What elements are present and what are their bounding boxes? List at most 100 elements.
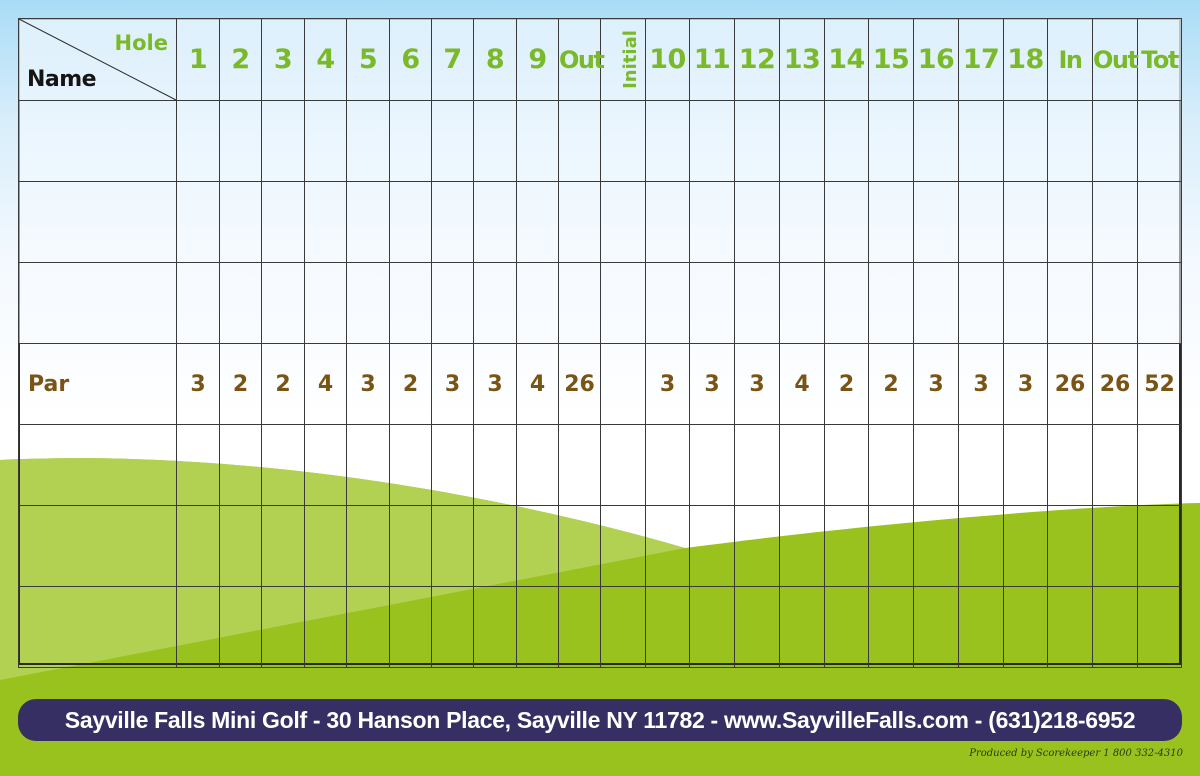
score-cell[interactable]	[600, 586, 646, 668]
score-cell[interactable]	[1137, 100, 1182, 182]
player-name-cell[interactable]	[18, 424, 177, 506]
score-cell[interactable]	[176, 100, 220, 182]
score-cell[interactable]	[1047, 505, 1093, 587]
score-cell[interactable]	[1092, 181, 1138, 263]
score-cell[interactable]	[1003, 586, 1048, 668]
score-cell[interactable]	[431, 181, 474, 263]
score-cell[interactable]	[600, 181, 646, 263]
player-name-cell[interactable]	[18, 262, 177, 344]
score-cell[interactable]	[1003, 181, 1048, 263]
score-cell[interactable]	[176, 262, 220, 344]
score-cell[interactable]	[734, 424, 780, 506]
score-cell[interactable]	[1092, 424, 1138, 506]
score-cell[interactable]	[473, 181, 517, 263]
score-cell[interactable]	[645, 262, 690, 344]
score-cell[interactable]	[1047, 100, 1093, 182]
score-cell[interactable]	[473, 100, 517, 182]
score-cell[interactable]	[558, 586, 601, 668]
score-cell[interactable]	[261, 505, 305, 587]
score-cell[interactable]	[473, 262, 517, 344]
player-name-cell[interactable]	[18, 181, 177, 263]
score-cell[interactable]	[868, 505, 914, 587]
score-cell[interactable]	[346, 505, 390, 587]
score-cell[interactable]	[689, 424, 735, 506]
score-cell[interactable]	[473, 505, 517, 587]
score-cell[interactable]	[389, 262, 432, 344]
score-cell[interactable]	[913, 262, 959, 344]
score-cell[interactable]	[176, 505, 220, 587]
score-cell[interactable]	[734, 586, 780, 668]
score-cell[interactable]	[431, 586, 474, 668]
score-cell[interactable]	[389, 181, 432, 263]
score-cell[interactable]	[645, 100, 690, 182]
player-name-cell[interactable]	[18, 586, 177, 668]
score-cell[interactable]	[1047, 262, 1093, 344]
score-cell[interactable]	[868, 100, 914, 182]
score-cell[interactable]	[779, 181, 825, 263]
score-cell[interactable]	[600, 100, 646, 182]
score-cell[interactable]	[261, 262, 305, 344]
score-cell[interactable]	[1003, 262, 1048, 344]
score-cell[interactable]	[176, 424, 220, 506]
score-cell[interactable]	[958, 100, 1004, 182]
score-cell[interactable]	[304, 505, 347, 587]
score-cell[interactable]	[219, 100, 262, 182]
score-cell[interactable]	[304, 262, 347, 344]
score-cell[interactable]	[779, 424, 825, 506]
score-cell[interactable]	[1137, 262, 1182, 344]
player-name-cell[interactable]	[18, 100, 177, 182]
score-cell[interactable]	[516, 262, 559, 344]
score-cell[interactable]	[734, 100, 780, 182]
score-cell[interactable]	[600, 262, 646, 344]
score-cell[interactable]	[346, 424, 390, 506]
score-cell[interactable]	[958, 424, 1004, 506]
score-cell[interactable]	[304, 424, 347, 506]
score-cell[interactable]	[558, 181, 601, 263]
score-cell[interactable]	[176, 181, 220, 263]
score-cell[interactable]	[431, 262, 474, 344]
score-cell[interactable]	[304, 181, 347, 263]
score-cell[interactable]	[734, 262, 780, 344]
score-cell[interactable]	[689, 505, 735, 587]
score-cell[interactable]	[219, 181, 262, 263]
player-name-cell[interactable]	[18, 505, 177, 587]
score-cell[interactable]	[913, 181, 959, 263]
score-cell[interactable]	[1047, 586, 1093, 668]
score-cell[interactable]	[645, 505, 690, 587]
score-cell[interactable]	[346, 181, 390, 263]
score-cell[interactable]	[779, 505, 825, 587]
score-cell[interactable]	[645, 181, 690, 263]
score-cell[interactable]	[389, 424, 432, 506]
score-cell[interactable]	[516, 181, 559, 263]
score-cell[interactable]	[516, 100, 559, 182]
score-cell[interactable]	[913, 424, 959, 506]
score-cell[interactable]	[219, 505, 262, 587]
score-cell[interactable]	[389, 586, 432, 668]
score-cell[interactable]	[176, 586, 220, 668]
score-cell[interactable]	[824, 424, 869, 506]
score-cell[interactable]	[261, 181, 305, 263]
score-cell[interactable]	[431, 100, 474, 182]
score-cell[interactable]	[824, 505, 869, 587]
score-cell[interactable]	[1003, 424, 1048, 506]
score-cell[interactable]	[1092, 100, 1138, 182]
score-cell[interactable]	[1137, 424, 1182, 506]
score-cell[interactable]	[645, 424, 690, 506]
score-cell[interactable]	[868, 424, 914, 506]
score-cell[interactable]	[645, 586, 690, 668]
score-cell[interactable]	[958, 181, 1004, 263]
score-cell[interactable]	[346, 586, 390, 668]
score-cell[interactable]	[1003, 505, 1048, 587]
score-cell[interactable]	[868, 181, 914, 263]
score-cell[interactable]	[689, 262, 735, 344]
score-cell[interactable]	[558, 100, 601, 182]
score-cell[interactable]	[389, 100, 432, 182]
score-cell[interactable]	[346, 262, 390, 344]
score-cell[interactable]	[824, 181, 869, 263]
score-cell[interactable]	[734, 181, 780, 263]
score-cell[interactable]	[261, 424, 305, 506]
score-cell[interactable]	[779, 262, 825, 344]
score-cell[interactable]	[346, 100, 390, 182]
score-cell[interactable]	[913, 586, 959, 668]
score-cell[interactable]	[913, 505, 959, 587]
